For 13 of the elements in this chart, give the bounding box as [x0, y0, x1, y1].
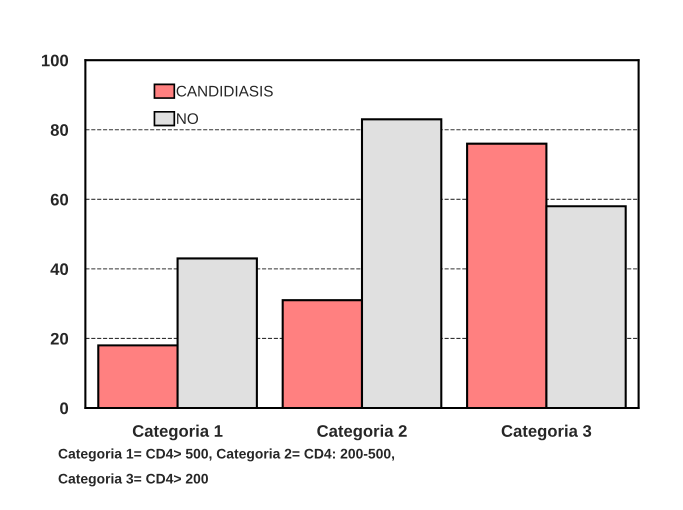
- text: Categoria 3= CD4> 200: [58, 473, 208, 486]
- x-tick-label: Categoria 2: [317, 424, 407, 440]
- y-tick-label: 100: [42, 54, 68, 66]
- y-tick-label: 40: [50, 263, 68, 276]
- x-tick-label: Categoria 3: [502, 424, 592, 440]
- legend-label: NO: [177, 113, 198, 124]
- y-tick-label: 60: [50, 194, 68, 206]
- legend-label: CANDIDIASIS: [176, 86, 273, 97]
- y-tick-label: 0: [60, 402, 68, 414]
- y-tick-label: 20: [50, 332, 68, 345]
- y-tick-label: 80: [50, 124, 68, 136]
- text: Categoria 1= CD4> 500, Categoria 2= CD4: 200-500,: [58, 448, 394, 462]
- x-tick-label: Categoria 1: [132, 424, 223, 440]
